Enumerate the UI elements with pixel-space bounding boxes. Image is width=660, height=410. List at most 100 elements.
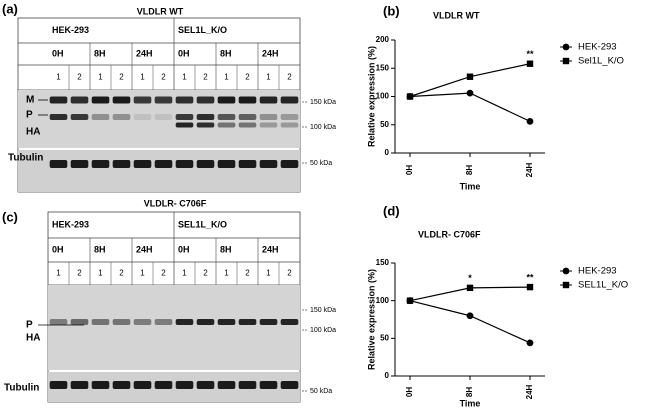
band: [70, 114, 89, 120]
annotation: **: [526, 49, 534, 59]
band: [280, 381, 299, 389]
marker-label: 100 kDa: [310, 124, 336, 131]
lane-label: 2: [119, 73, 124, 82]
lane-label: 1: [98, 269, 103, 278]
band: [280, 319, 299, 325]
band: [91, 160, 110, 168]
band: [133, 381, 152, 389]
time-label: 0H: [52, 244, 64, 254]
lane-label: 2: [287, 269, 292, 278]
marker-label: 100 kDa: [310, 327, 336, 334]
x-tick-label: 24H: [525, 162, 534, 177]
band: [259, 122, 278, 128]
series-line: [409, 92, 531, 122]
band-label: P: [26, 320, 33, 331]
point: [406, 297, 414, 304]
band: [91, 319, 110, 325]
band: [49, 381, 68, 389]
point: [466, 312, 474, 320]
band: [238, 96, 257, 104]
tubulin-image: [48, 372, 300, 402]
band: [154, 160, 173, 168]
lane-label: 2: [245, 269, 250, 278]
band: [70, 319, 89, 325]
legend-label: SEL1L_K/O: [578, 280, 628, 291]
band: [259, 114, 278, 120]
band-label: HA: [26, 127, 40, 138]
x-axis-label: Time: [460, 181, 481, 191]
y-tick-label: 100: [376, 92, 390, 101]
band: [154, 381, 173, 389]
x-tick-label: 8H: [465, 165, 474, 175]
band: [238, 319, 257, 325]
band: [196, 381, 215, 389]
marker-label: 150 kDa: [310, 307, 336, 314]
blot-image: [48, 285, 300, 370]
lane-label: 1: [224, 269, 229, 278]
band: [154, 96, 173, 104]
time-label: 24H: [136, 48, 153, 58]
lane-label: 2: [245, 73, 250, 82]
x-tick-label: 0H: [405, 165, 414, 175]
group-label: HEK-293: [52, 219, 89, 229]
y-tick-label: 0: [385, 371, 390, 380]
band: [196, 96, 215, 104]
y-tick-label: 0: [385, 148, 390, 157]
band: [280, 122, 299, 128]
annotation: **: [526, 272, 534, 282]
point: [526, 283, 534, 291]
lane-label: 2: [203, 73, 208, 82]
band-label: P: [26, 110, 33, 121]
band: [91, 381, 110, 389]
band: [217, 381, 236, 389]
blot-title: VLDLR WT: [137, 6, 184, 16]
lane-label: 1: [140, 73, 145, 82]
point: [466, 89, 474, 97]
blot-title: VLDLR- C706F: [144, 198, 207, 208]
marker-label: 50 kDa: [310, 388, 332, 395]
point: [466, 73, 474, 80]
time-label: 24H: [262, 48, 279, 58]
band: [49, 319, 68, 325]
lane-label: 1: [224, 73, 229, 82]
band: [154, 114, 173, 120]
point: [406, 93, 414, 100]
series-line: [409, 300, 531, 344]
band: [259, 319, 278, 325]
group-label: SEL1L_K/O: [178, 25, 227, 35]
loading-label: Tubulin: [8, 153, 43, 164]
group-label: HEK-293: [52, 25, 89, 35]
chart-title: VLDLR WT: [433, 10, 480, 20]
marker-label: 150 kDa: [310, 99, 336, 106]
lane-label: 1: [182, 269, 187, 278]
time-label: 8H: [94, 48, 106, 58]
band: [133, 319, 152, 325]
time-label: 0H: [178, 48, 190, 58]
lane-label: 2: [77, 73, 82, 82]
band: [133, 160, 152, 168]
band: [238, 381, 257, 389]
band: [133, 114, 152, 120]
band: [280, 114, 299, 120]
panel-label: (d): [383, 203, 400, 218]
x-tick-label: 8H: [465, 387, 474, 397]
band: [112, 381, 131, 389]
time-label: 24H: [262, 244, 279, 254]
point: [526, 60, 534, 67]
band: [217, 319, 236, 325]
band: [70, 96, 89, 104]
band: [70, 160, 89, 168]
band: [259, 381, 278, 389]
band: [196, 122, 215, 128]
tubulin-image: [18, 150, 300, 192]
y-tick-label: 100: [376, 296, 390, 305]
x-axis-label: Time: [460, 398, 481, 408]
time-label: 0H: [52, 48, 64, 58]
legend-marker: [562, 43, 570, 51]
y-tick-label: 150: [376, 63, 390, 72]
y-axis-label: Relative expression (%): [366, 269, 376, 370]
point: [526, 339, 534, 347]
band: [49, 114, 68, 120]
band: [175, 319, 194, 325]
legend-label: Sel1L_K/O: [578, 56, 624, 67]
